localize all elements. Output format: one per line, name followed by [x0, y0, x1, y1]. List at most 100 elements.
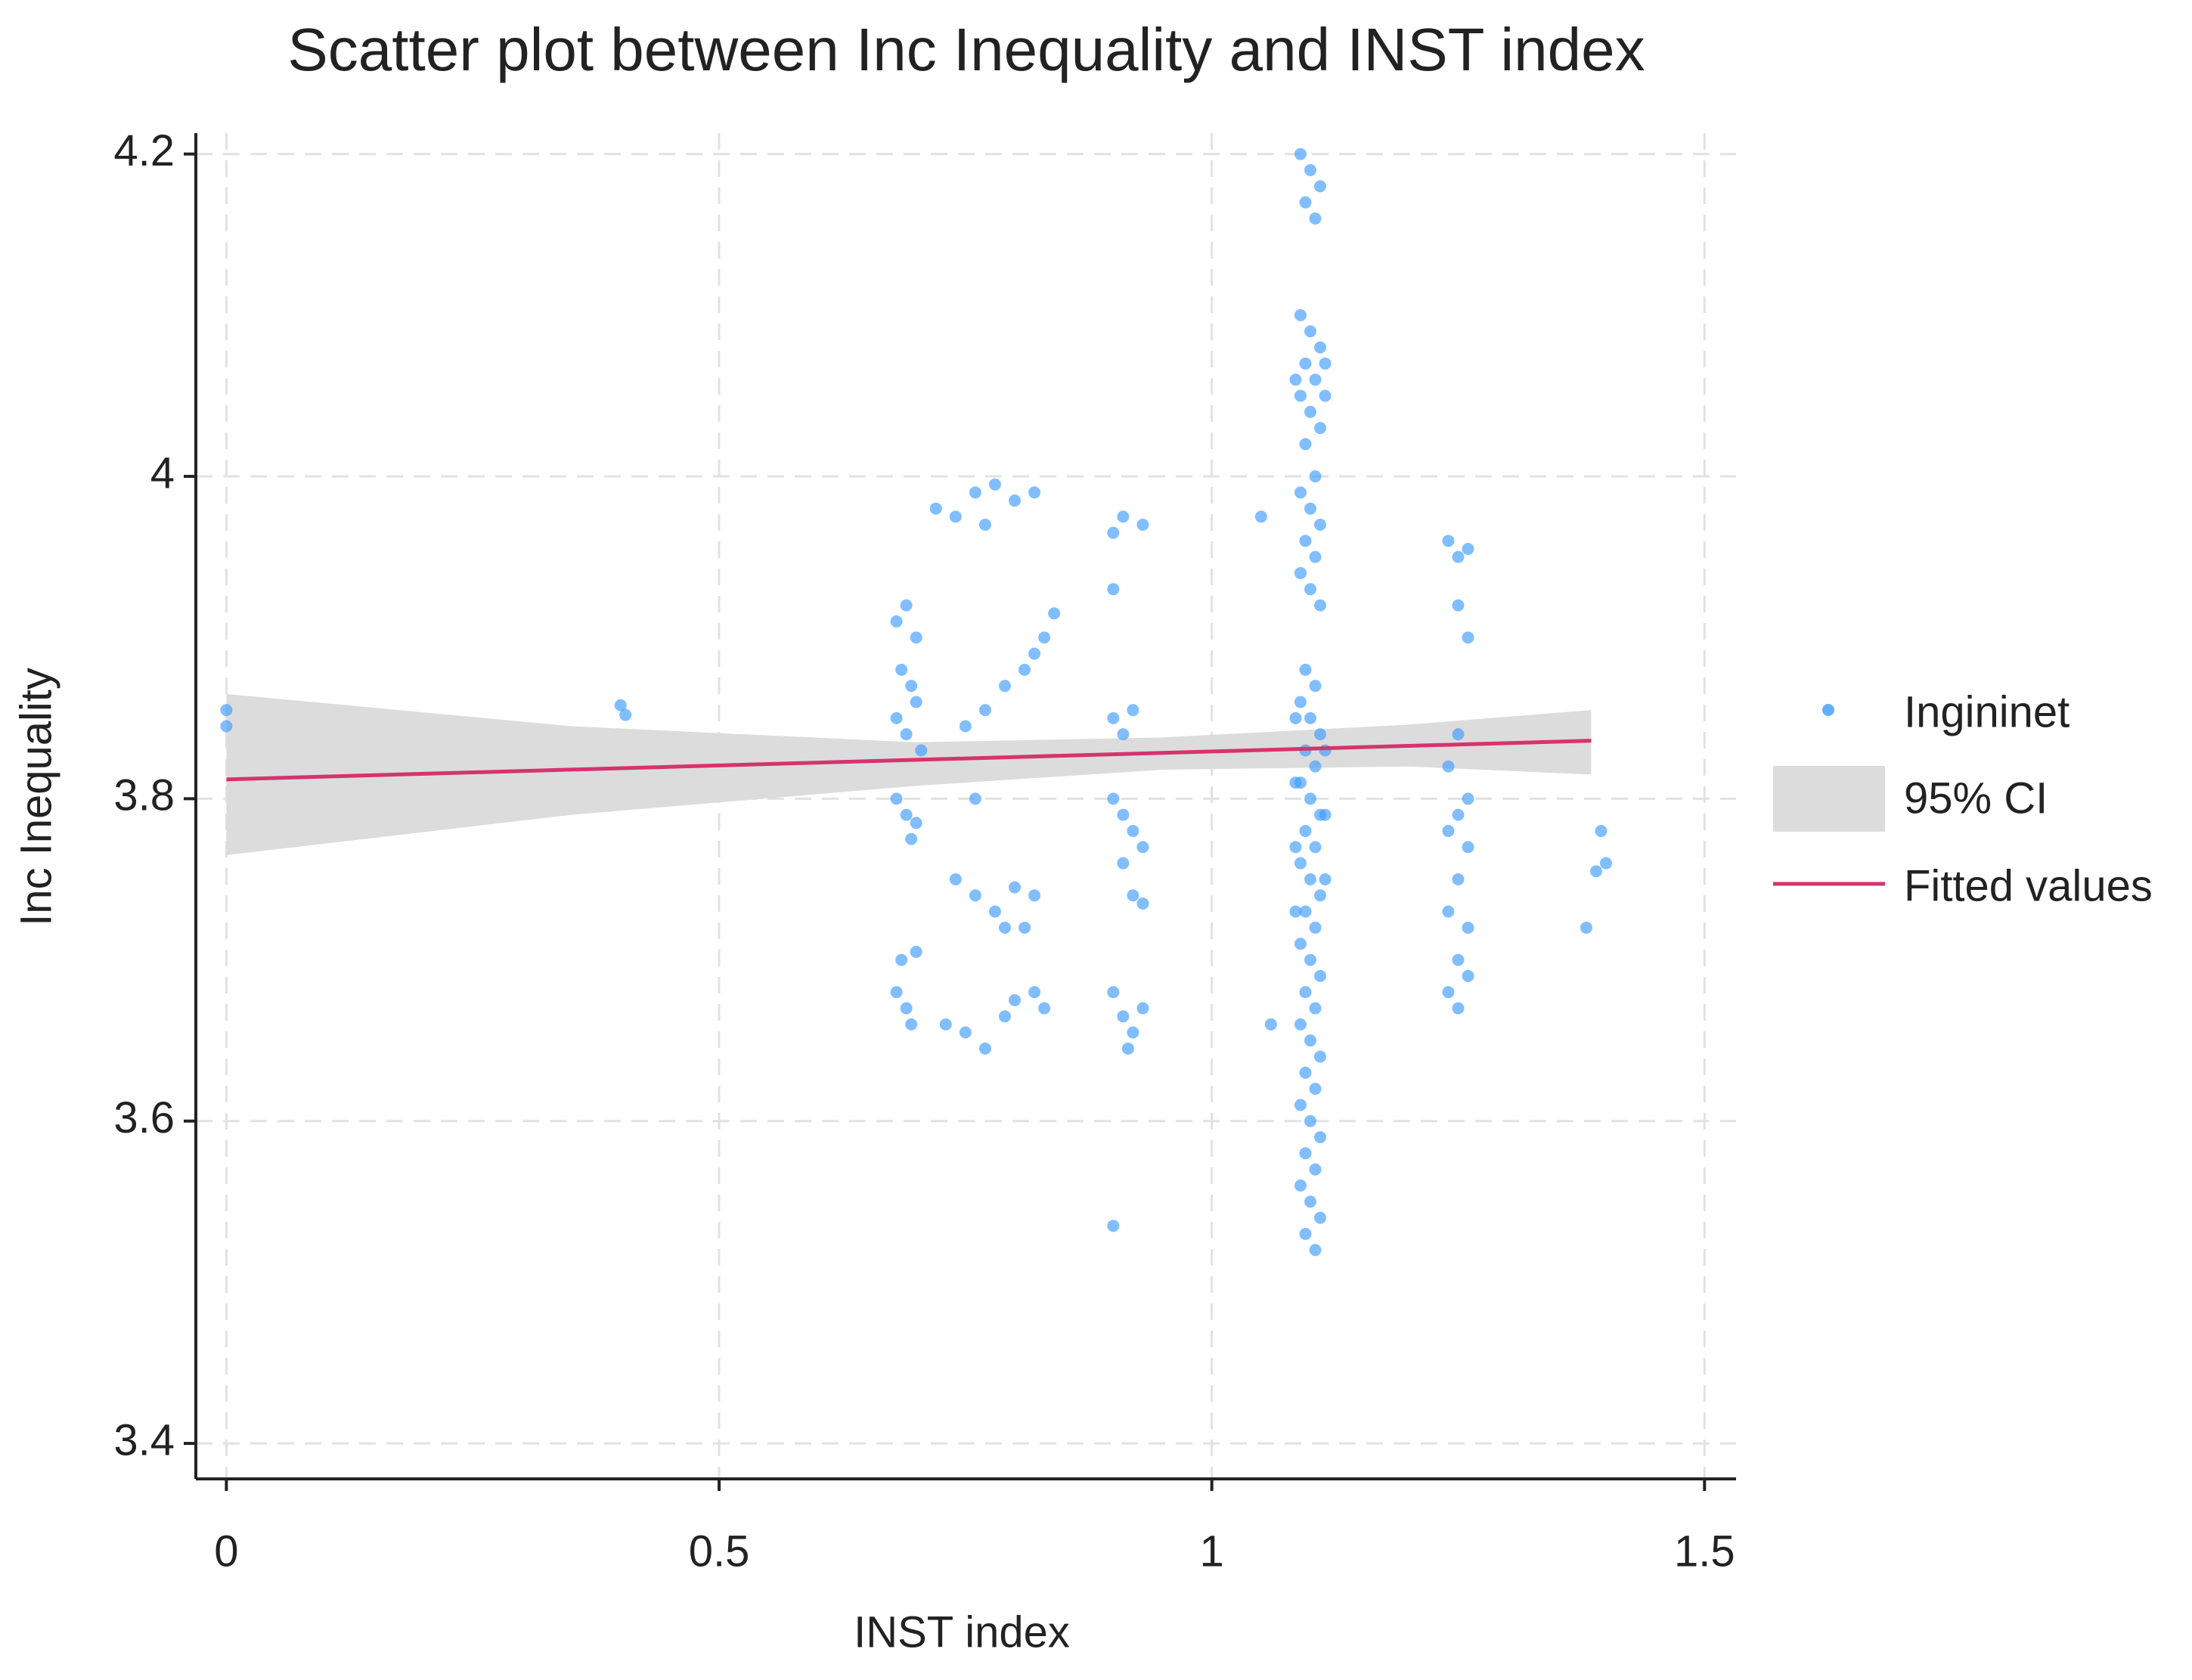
point [895, 953, 908, 966]
point [905, 832, 918, 845]
point [1117, 510, 1130, 523]
point [1294, 147, 1307, 160]
point [1299, 1147, 1312, 1160]
point [1294, 696, 1307, 708]
point [978, 519, 991, 532]
point [978, 1042, 991, 1055]
point [1462, 792, 1474, 805]
point [915, 744, 928, 757]
point [978, 704, 991, 717]
point [1304, 583, 1316, 596]
point [1304, 1034, 1316, 1047]
point [1452, 550, 1465, 563]
point [929, 502, 942, 515]
point [1117, 1010, 1130, 1023]
y-tick-label: 3.4 [113, 1415, 175, 1465]
point [1304, 873, 1316, 885]
point [1452, 873, 1465, 885]
point [1028, 986, 1041, 999]
point [1309, 841, 1322, 854]
point [1107, 1220, 1120, 1232]
point [1127, 889, 1139, 902]
point [1009, 494, 1022, 507]
point [969, 889, 981, 902]
y-tick-label: 4.2 [113, 126, 175, 175]
point [895, 663, 908, 676]
point [910, 631, 922, 644]
point [1038, 1002, 1051, 1015]
point [1294, 857, 1307, 869]
point [1294, 566, 1307, 579]
point [1294, 1179, 1307, 1192]
y-tick-label: 3.8 [113, 771, 175, 820]
point [900, 728, 913, 741]
point [1107, 526, 1120, 539]
point [939, 1018, 952, 1031]
point [1127, 825, 1139, 838]
point [1028, 647, 1041, 660]
point [1309, 760, 1322, 773]
point [1442, 986, 1455, 999]
point [1309, 212, 1322, 225]
point [1289, 776, 1302, 789]
y-axis-label: Inc Inequality [11, 668, 60, 926]
point [998, 680, 1011, 693]
point [959, 720, 972, 733]
x-tick-label: 1.5 [1674, 1527, 1735, 1576]
point [1442, 825, 1455, 838]
point [1107, 583, 1120, 596]
point [1028, 889, 1041, 902]
point [1452, 1002, 1465, 1015]
point [1264, 1018, 1277, 1031]
point [1107, 986, 1120, 999]
point [1314, 1211, 1327, 1224]
point [1299, 825, 1312, 838]
point [1299, 438, 1312, 451]
point [1462, 921, 1474, 934]
point [910, 817, 922, 829]
point [900, 599, 913, 612]
point [910, 945, 922, 958]
point [998, 1010, 1011, 1023]
point [1289, 841, 1302, 854]
point [1462, 542, 1474, 555]
point [1009, 881, 1022, 894]
point [1442, 760, 1455, 773]
point [988, 478, 1001, 491]
point [1299, 905, 1312, 918]
point [1028, 486, 1041, 499]
point [1314, 422, 1327, 435]
point [1452, 808, 1465, 821]
point [1294, 1099, 1307, 1111]
point [1442, 535, 1455, 547]
point [619, 708, 632, 721]
legend-label: Fitted values [1904, 861, 2153, 910]
point [1319, 357, 1332, 370]
point [1294, 1018, 1307, 1031]
point [1309, 680, 1322, 693]
point [1452, 599, 1465, 612]
point [1304, 1195, 1316, 1208]
point [220, 704, 233, 717]
point [1309, 1244, 1322, 1257]
point [1314, 1050, 1327, 1063]
point [900, 808, 913, 821]
point [1107, 792, 1120, 805]
x-tick-label: 0.5 [689, 1527, 750, 1576]
x-tick-label: 0 [214, 1527, 238, 1576]
point [1304, 1114, 1316, 1127]
legend-label: 95% CI [1904, 773, 2048, 823]
point [1309, 1163, 1322, 1176]
point [1462, 841, 1474, 854]
point [1462, 969, 1474, 982]
legend-marker [1773, 766, 1885, 832]
point [1127, 704, 1139, 717]
point [1018, 921, 1031, 934]
point [969, 792, 981, 805]
point [1136, 1002, 1149, 1015]
point [1107, 711, 1120, 724]
point [1309, 470, 1322, 483]
point [1117, 857, 1130, 869]
point [1254, 510, 1267, 523]
